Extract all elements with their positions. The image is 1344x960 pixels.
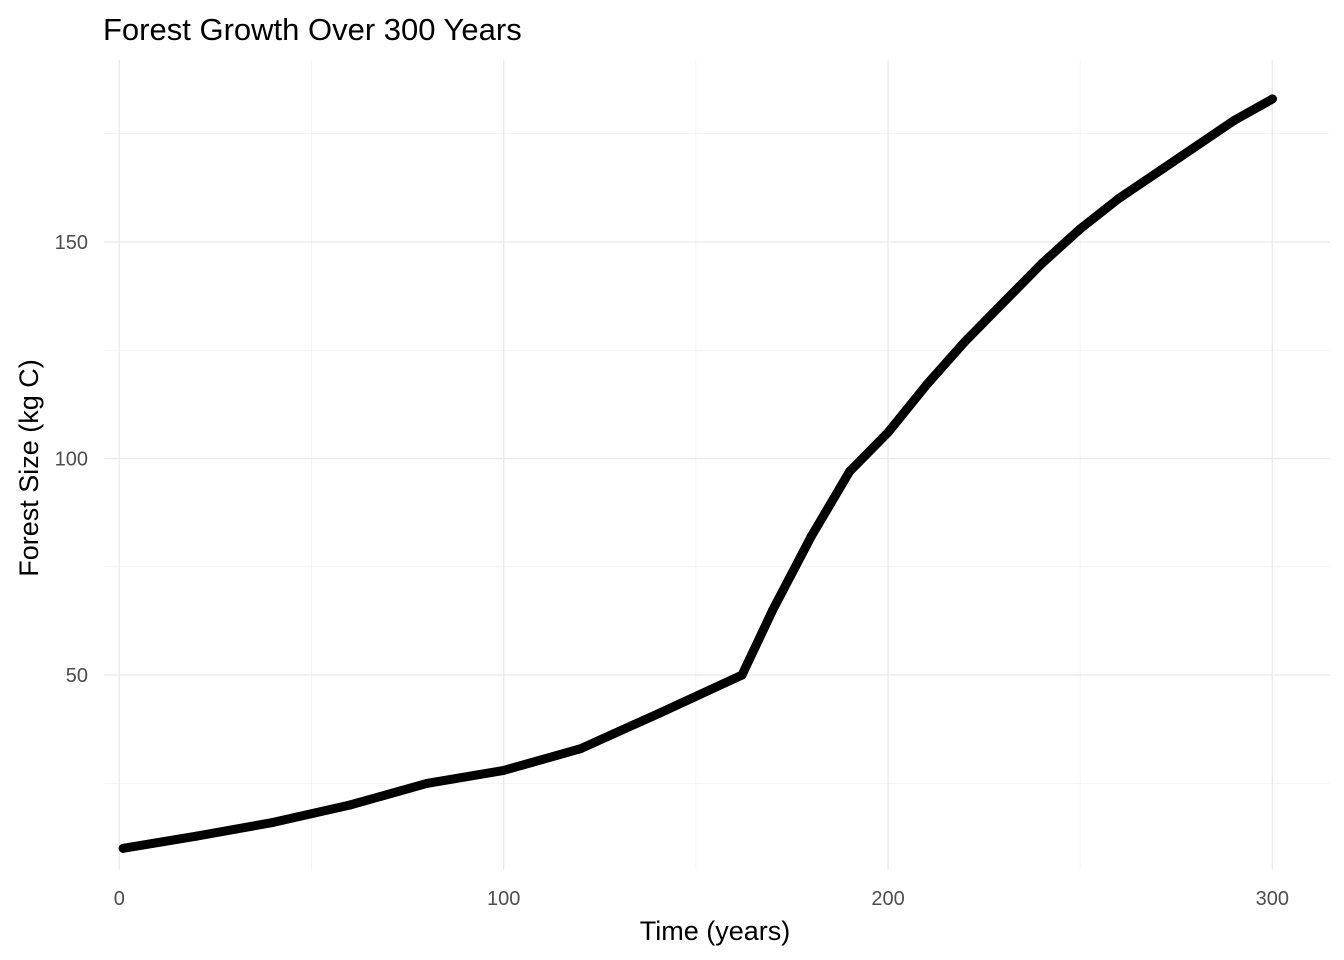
data-point-0-0 xyxy=(118,843,128,853)
data-point-0-17 xyxy=(1075,224,1085,234)
y-axis-title: Forest Size (kg C) xyxy=(14,359,44,577)
series-line-0 xyxy=(118,94,1277,853)
data-point-0-12 xyxy=(883,428,893,438)
data-point-0-18 xyxy=(1114,194,1124,204)
data-point-0-22 xyxy=(1267,94,1277,104)
data-point-0-5 xyxy=(499,765,509,775)
data-point-0-21 xyxy=(1229,116,1239,126)
data-point-0-15 xyxy=(998,298,1008,308)
chart-title: Forest Growth Over 300 Years xyxy=(103,12,522,47)
x-axis-title: Time (years) xyxy=(640,916,791,946)
x-tick-label-2: 200 xyxy=(871,888,904,910)
y-tick-label-0: 50 xyxy=(66,665,88,687)
data-point-0-10 xyxy=(806,531,816,541)
x-tick-label-0: 0 xyxy=(114,888,125,910)
data-point-0-4 xyxy=(422,778,432,788)
data-point-0-7 xyxy=(652,709,662,719)
x-tick-label-1: 100 xyxy=(487,888,520,910)
data-point-0-1 xyxy=(191,831,201,841)
grid xyxy=(104,60,1330,870)
data-point-0-20 xyxy=(1190,142,1200,152)
data-point-0-9 xyxy=(768,605,778,615)
data-point-0-13 xyxy=(921,380,931,390)
data-point-0-6 xyxy=(576,744,586,754)
y-axis-ticks: 50 100 150 xyxy=(55,232,88,687)
data-point-0-2 xyxy=(268,817,278,827)
x-tick-label-3: 300 xyxy=(1256,888,1289,910)
data-point-0-19 xyxy=(1152,168,1162,178)
data-point-0-16 xyxy=(1037,259,1047,269)
data-point-0-14 xyxy=(960,337,970,347)
x-axis-ticks: 0 100 200 300 xyxy=(114,888,1289,910)
y-tick-label-1: 100 xyxy=(55,449,88,471)
series-layer xyxy=(118,94,1277,853)
data-point-0-11 xyxy=(845,466,855,476)
y-tick-label-2: 150 xyxy=(55,232,88,254)
data-point-0-3 xyxy=(345,800,355,810)
data-point-0-8 xyxy=(737,670,747,680)
